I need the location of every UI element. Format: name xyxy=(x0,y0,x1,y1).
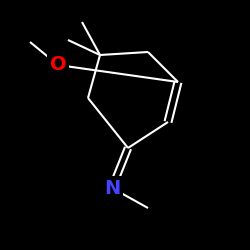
Text: N: N xyxy=(104,178,120,198)
Text: O: O xyxy=(50,56,66,74)
